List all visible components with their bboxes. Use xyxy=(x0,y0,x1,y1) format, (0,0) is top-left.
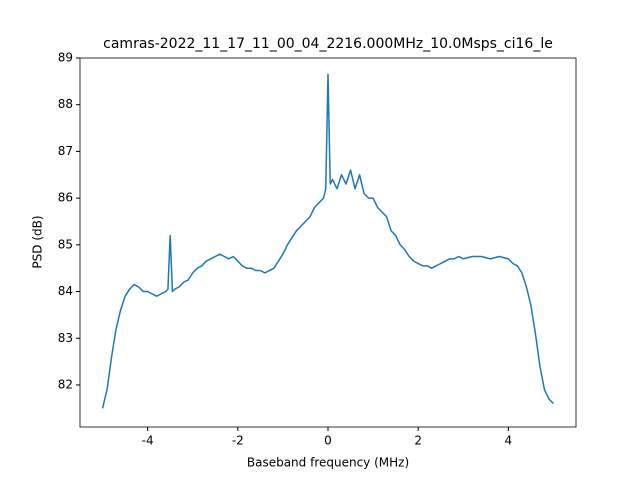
x-tick-label: -2 xyxy=(232,434,244,448)
y-tick-label: 83 xyxy=(58,331,73,345)
y-axis-label: PSD (dB) xyxy=(31,215,45,268)
chart-title: camras-2022_11_17_11_00_04_2216.000MHz_1… xyxy=(103,36,553,52)
y-tick-label: 84 xyxy=(58,284,73,298)
x-tick-label: -4 xyxy=(142,434,154,448)
y-tick-label: 88 xyxy=(58,97,73,111)
psd-line xyxy=(101,73,554,409)
y-tick-label: 87 xyxy=(58,144,73,158)
x-tick-label: 2 xyxy=(414,434,422,448)
x-tick-label: 0 xyxy=(324,434,332,448)
x-axis-label: Baseband frequency (MHz) xyxy=(247,456,409,470)
y-tick-label: 82 xyxy=(58,377,73,391)
y-tick-label: 85 xyxy=(58,237,73,251)
plot-frame xyxy=(79,57,577,428)
y-tick-label: 86 xyxy=(58,191,73,205)
x-tick-label: 4 xyxy=(505,434,513,448)
y-tick-label: 89 xyxy=(58,51,73,65)
